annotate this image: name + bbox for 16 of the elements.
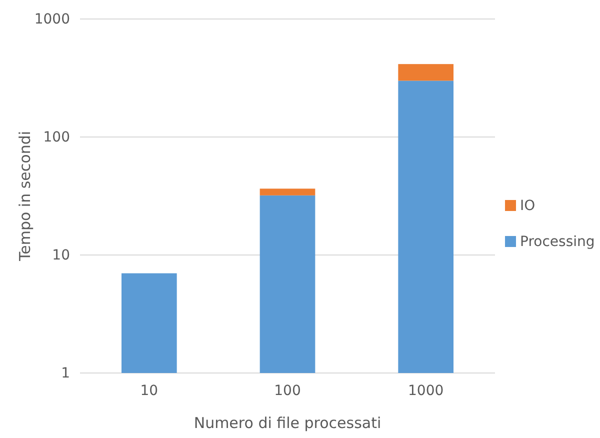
legend-label: Processing [520,234,595,250]
y-tick-label: 10 [52,247,70,264]
legend-label: IO [520,198,536,214]
bar [398,64,454,81]
bar [260,195,316,373]
y-axis-title: Tempo in secondi [16,130,34,262]
bar [260,188,316,196]
x-tick-label: 100 [274,382,301,399]
y-tick-label: 1000 [34,11,70,28]
y-tick-label: 100 [43,129,70,146]
bar [122,273,177,373]
x-axis-title: Numero di file processati [194,414,382,432]
x-tick-label: 10 [140,382,158,399]
x-tick-label: 1000 [408,382,444,399]
y-tick-label: 1 [61,365,70,382]
bar [398,80,454,373]
